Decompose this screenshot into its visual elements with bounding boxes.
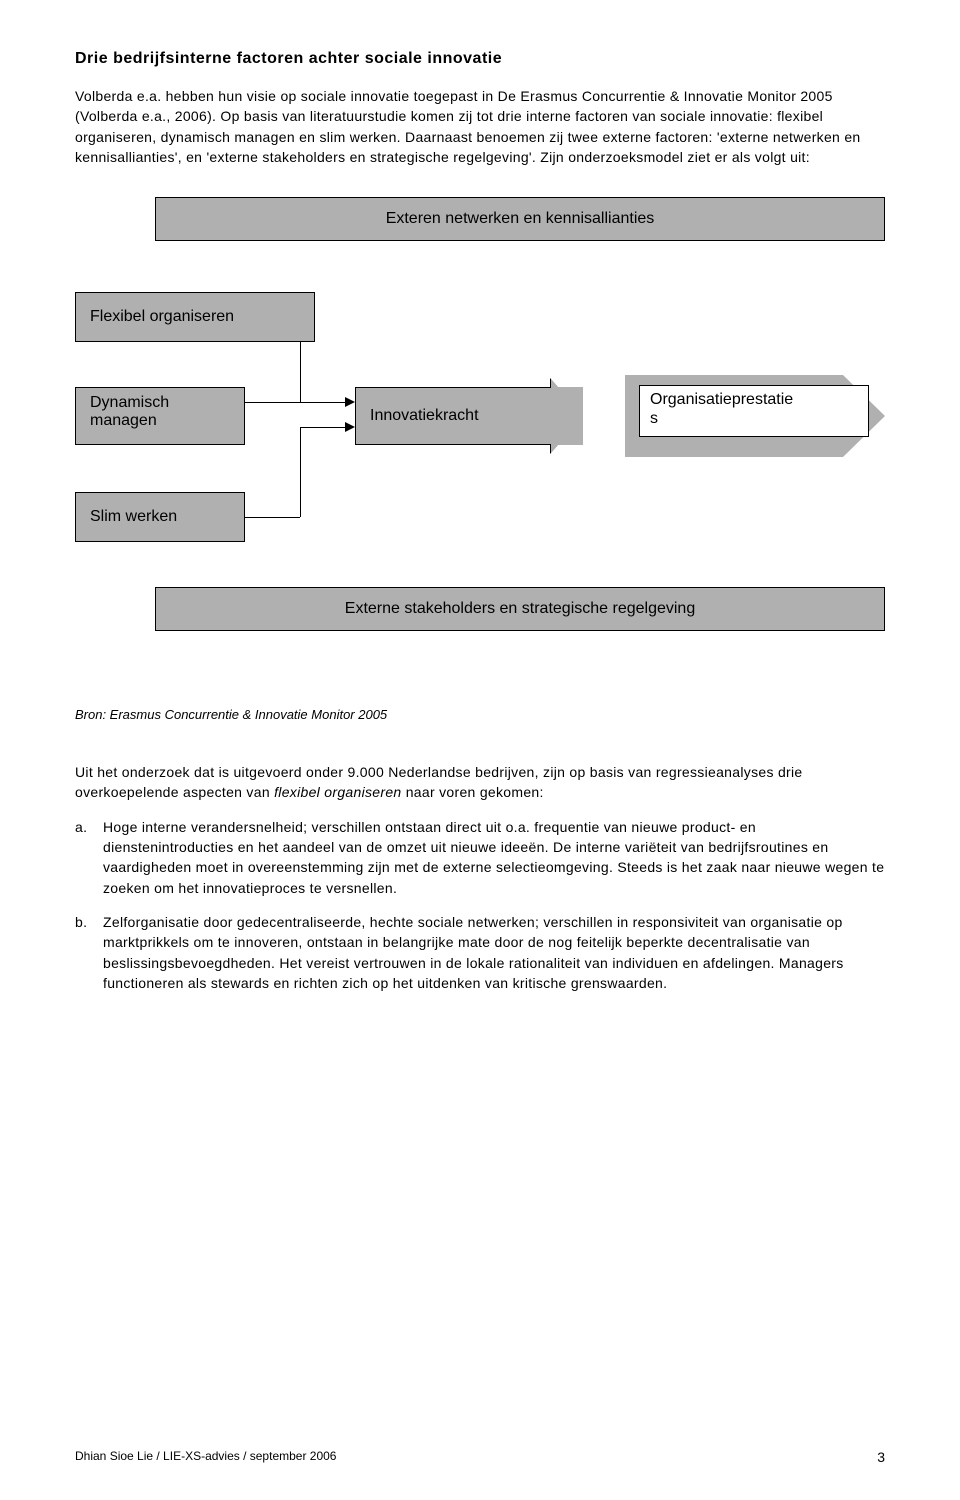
connector xyxy=(300,427,345,428)
diagram-box-dynamisch-l1: Dynamisch xyxy=(90,394,169,412)
diagram-arrow-innovatiekracht: Innovatiekracht xyxy=(355,387,583,445)
footer-left: Dhian Sioe Lie / LIE-XS-advies / septemb… xyxy=(75,1449,336,1465)
paragraph-2: Uit het onderzoek dat is uitgevoerd onde… xyxy=(75,762,885,803)
page-title: Drie bedrijfsinterne factoren achter soc… xyxy=(75,50,885,68)
p2-part-c: naar voren gekomen: xyxy=(402,784,544,800)
diagram-arrow-organisatieprestaties: Organisatieprestatie s xyxy=(625,375,885,457)
diagram-banner-top: Exteren netwerken en kennisallianties xyxy=(155,197,885,241)
diagram-box-dynamisch-l2: managen xyxy=(90,412,157,430)
list-item: a. Hoge interne verandersnelheid; versch… xyxy=(75,817,885,898)
diagram-banner-bottom: Externe stakeholders en strategische reg… xyxy=(155,587,885,631)
connector xyxy=(300,427,301,517)
diagram-box-dynamisch: Dynamisch managen xyxy=(75,387,245,445)
connector xyxy=(300,342,301,343)
list-value: Hoge interne verandersnelheid; verschill… xyxy=(103,817,885,898)
list-key: a. xyxy=(75,817,103,898)
org-line1: Organisatieprestatie xyxy=(650,390,858,409)
arrowhead-icon xyxy=(551,379,583,453)
diagram-box-flexibel: Flexibel organiseren xyxy=(75,292,315,342)
list-item: b. Zelforganisatie door gedecentraliseer… xyxy=(75,912,885,993)
p2-part-b-italic: flexibel organiseren xyxy=(274,784,401,800)
org-line2: s xyxy=(650,409,858,428)
footer-page-number: 3 xyxy=(877,1449,885,1465)
page-footer: Dhian Sioe Lie / LIE-XS-advies / septemb… xyxy=(75,1449,885,1465)
diagram-caption: Bron: Erasmus Concurrentie & Innovatie M… xyxy=(75,707,885,722)
connector xyxy=(300,342,301,402)
diagram-box-slim: Slim werken xyxy=(75,492,245,542)
diagram-box-organisatieprestaties: Organisatieprestatie s xyxy=(639,385,869,437)
model-diagram: Exteren netwerken en kennisallianties Fl… xyxy=(75,197,885,667)
list-value: Zelforganisatie door gedecentraliseerde,… xyxy=(103,912,885,993)
connector xyxy=(245,402,345,403)
arrowhead-icon xyxy=(345,422,355,432)
list-key: b. xyxy=(75,912,103,993)
connector xyxy=(245,517,300,518)
intro-paragraph: Volberda e.a. hebben hun visie op social… xyxy=(75,86,885,167)
diagram-arrow-innovatiekracht-label: Innovatiekracht xyxy=(355,387,551,445)
arrowhead-icon xyxy=(345,397,355,407)
